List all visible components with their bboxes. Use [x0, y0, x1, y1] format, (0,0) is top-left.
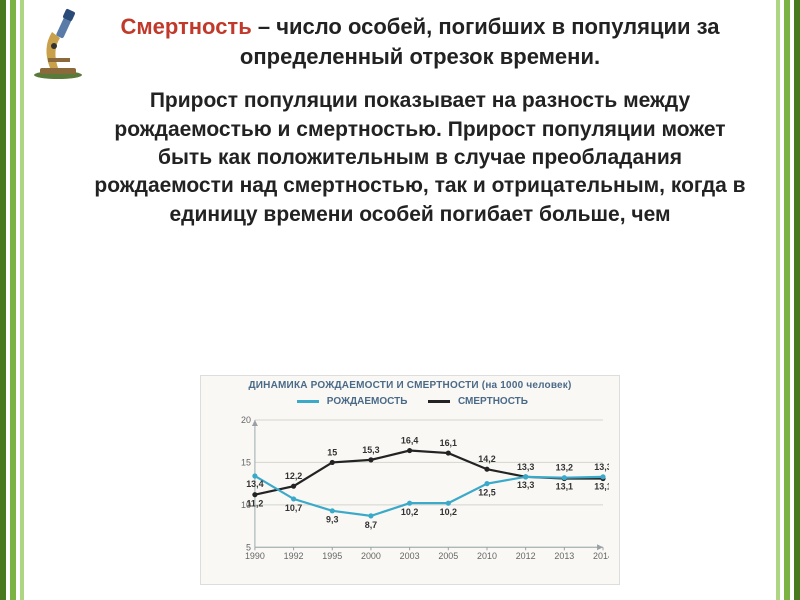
svg-text:2013: 2013 — [554, 551, 574, 561]
svg-text:15: 15 — [241, 457, 251, 467]
svg-text:1992: 1992 — [284, 551, 304, 561]
svg-text:9,3: 9,3 — [326, 515, 338, 525]
legend-label-death: СМЕРТНОСТЬ — [458, 396, 528, 407]
svg-text:15: 15 — [327, 447, 337, 457]
svg-text:13,1: 13,1 — [594, 481, 609, 491]
svg-text:20: 20 — [241, 416, 251, 425]
svg-text:10,7: 10,7 — [285, 503, 302, 513]
legend-swatch-birth — [297, 400, 319, 403]
svg-text:11,2: 11,2 — [246, 499, 263, 509]
svg-text:13,4: 13,4 — [246, 479, 263, 489]
chart-plot: 5101520199019921995200020032005201020122… — [237, 416, 609, 563]
svg-text:12,5: 12,5 — [478, 488, 495, 498]
svg-text:12,2: 12,2 — [285, 471, 302, 481]
term-mortality: Смертность — [120, 14, 251, 39]
svg-text:13,3: 13,3 — [517, 480, 534, 490]
svg-text:2012: 2012 — [516, 551, 536, 561]
svg-text:8,7: 8,7 — [365, 520, 377, 530]
svg-text:2003: 2003 — [400, 551, 420, 561]
svg-text:13,2: 13,2 — [556, 463, 573, 473]
svg-text:16,4: 16,4 — [401, 436, 418, 446]
svg-text:16,1: 16,1 — [440, 438, 457, 448]
svg-text:2014: 2014 — [593, 551, 609, 561]
definition-title: Смертность – число особей, погибших в по… — [90, 12, 750, 71]
svg-text:15,3: 15,3 — [362, 445, 379, 455]
svg-text:2000: 2000 — [361, 551, 381, 561]
chart-legend: РОЖДАЕМОСТЬ СМЕРТНОСТЬ — [201, 396, 619, 407]
definition-rest: – число особей, погибших в популяции за … — [240, 14, 720, 69]
svg-text:13,3: 13,3 — [594, 462, 609, 472]
svg-text:13,1: 13,1 — [556, 481, 573, 491]
chart-title: ДИНАМИКА РОЖДАЕМОСТИ И СМЕРТНОСТИ (на 10… — [201, 380, 619, 391]
svg-text:13,3: 13,3 — [517, 462, 534, 472]
svg-text:10,2: 10,2 — [401, 507, 418, 517]
microscope-icon — [30, 8, 86, 80]
svg-text:2010: 2010 — [477, 551, 497, 561]
paragraph-growth: Прирост популяции показывает на разность… — [90, 87, 750, 229]
chart-dynamics: ДИНАМИКА РОЖДАЕМОСТИ И СМЕРТНОСТИ (на 10… — [200, 375, 620, 585]
legend-swatch-death — [428, 400, 450, 403]
svg-text:1990: 1990 — [245, 551, 265, 561]
svg-text:2005: 2005 — [438, 551, 458, 561]
text-content: Смертность – число особей, погибших в по… — [90, 12, 750, 229]
svg-text:14,2: 14,2 — [478, 454, 495, 464]
svg-text:10,2: 10,2 — [440, 507, 457, 517]
legend-label-birth: РОЖДАЕМОСТЬ — [327, 396, 408, 407]
svg-text:1995: 1995 — [322, 551, 342, 561]
